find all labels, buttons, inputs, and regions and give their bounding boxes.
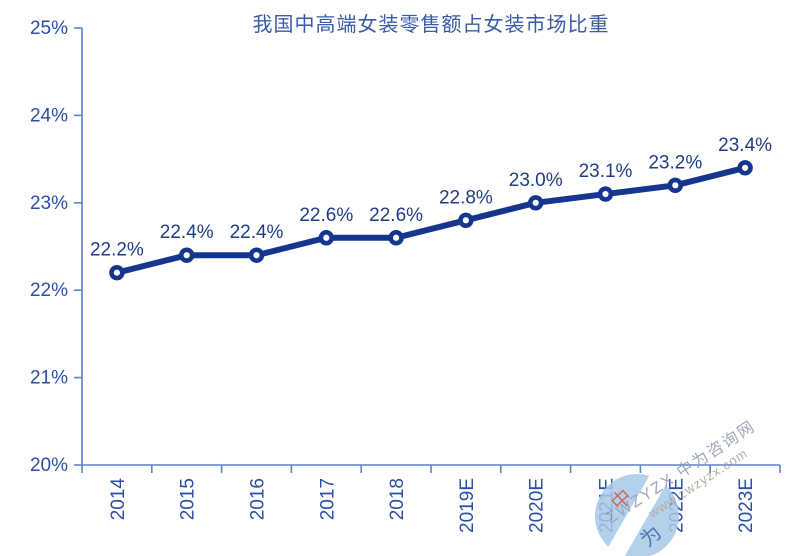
svg-text:23.0%: 23.0%: [509, 170, 563, 191]
svg-text:2020E: 2020E: [527, 478, 548, 533]
axes: [74, 27, 781, 473]
svg-text:21%: 21%: [30, 368, 68, 389]
svg-text:2023E: 2023E: [736, 478, 757, 533]
svg-text:2014: 2014: [108, 478, 129, 521]
svg-text:22%: 22%: [30, 280, 68, 301]
series-markers: [109, 160, 753, 281]
series-line: [113, 164, 749, 276]
svg-text:22.6%: 22.6%: [299, 205, 353, 226]
svg-text:2016: 2016: [248, 478, 269, 520]
svg-text:23.1%: 23.1%: [579, 161, 633, 182]
svg-text:2022E: 2022E: [666, 478, 687, 533]
svg-text:24%: 24%: [30, 105, 68, 126]
svg-text:2021E: 2021E: [597, 478, 618, 533]
svg-text:22.2%: 22.2%: [90, 240, 144, 261]
svg-text:20%: 20%: [30, 455, 68, 476]
svg-text:22.4%: 22.4%: [230, 222, 284, 243]
svg-text:22.8%: 22.8%: [439, 187, 493, 208]
svg-text:22.6%: 22.6%: [369, 205, 423, 226]
svg-text:25%: 25%: [30, 18, 68, 39]
svg-text:23.2%: 23.2%: [648, 152, 702, 173]
y-axis-labels: 20% 21% 22% 23% 24% 25%: [30, 18, 68, 476]
data-labels: 22.2% 22.4% 22.4% 22.6% 22.6% 22.8% 23.0% 23.1%…: [90, 135, 772, 261]
svg-text:23%: 23%: [30, 193, 68, 214]
svg-text:2018: 2018: [387, 478, 408, 520]
svg-text:2015: 2015: [178, 478, 199, 520]
chart-title: 我国中高端女装零售额占女装市场比重: [252, 14, 610, 36]
svg-text:2019E: 2019E: [457, 478, 478, 533]
svg-text:23.4%: 23.4%: [718, 135, 772, 156]
svg-text:2017: 2017: [317, 478, 338, 520]
svg-text:22.4%: 22.4%: [160, 222, 214, 243]
x-axis-labels: 2014 2015 2016 2017 2018 2019E 2020E 2021E 2022E…: [108, 478, 757, 533]
